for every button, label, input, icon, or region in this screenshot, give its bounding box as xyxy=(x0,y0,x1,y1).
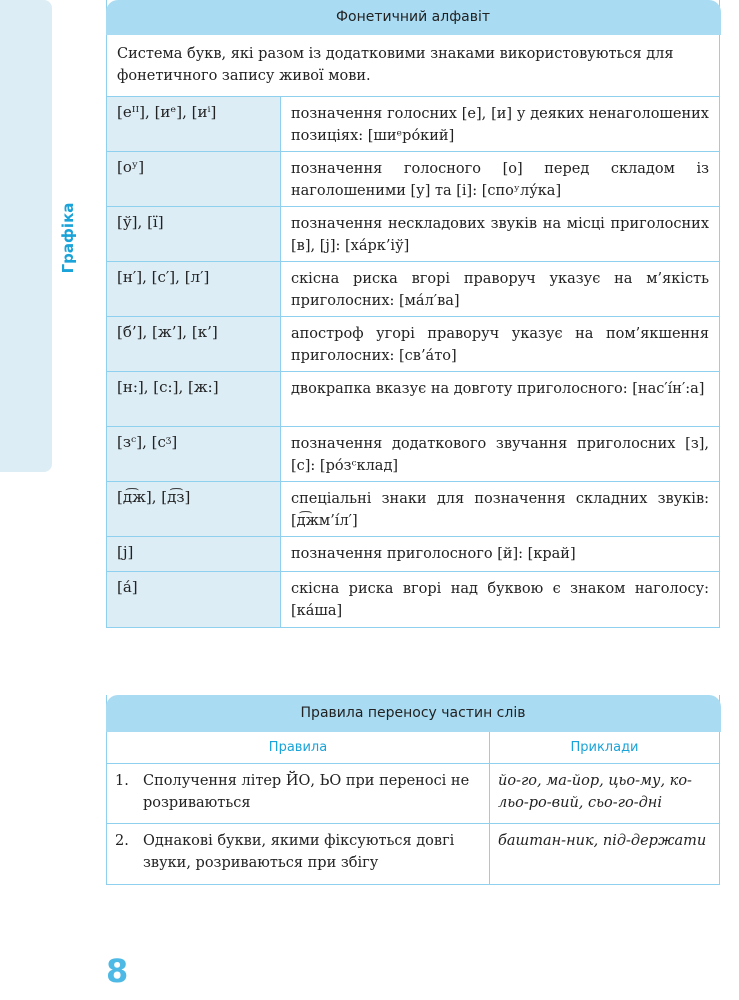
table-row: [д͡ж], [д͡з] спеціальні знаки для позначе… xyxy=(107,482,719,537)
table-intro: Система букв, які разом із додатковими з… xyxy=(107,35,719,97)
table-row: [а́] скісна риска вгорі над буквою є знак… xyxy=(107,572,719,627)
description-cell: позначення голосного [о] перед складом і… xyxy=(291,161,709,199)
symbol-cell: [зᶜ], [сᶾ] xyxy=(107,427,281,481)
symbol-cell: [j] xyxy=(107,537,281,571)
description-cell: позначення голосних [е], [и] у деяких не… xyxy=(291,106,709,144)
symbol-cell: [еᴵᴵ], [иᵉ], [иⁱ] xyxy=(107,97,281,151)
section-side-tab xyxy=(0,0,52,472)
symbol-cell: [а́] xyxy=(107,572,281,627)
column-header-examples: Приклади xyxy=(570,740,639,755)
table-row: [ў], [ї] позначення нескладових звуків на… xyxy=(107,207,719,262)
description-cell: позначення додаткового звучання приголос… xyxy=(291,436,709,474)
table-row: 1. Сполучення літер ЙО, ЬО при переносі н… xyxy=(107,764,719,824)
section-label: Графіка xyxy=(59,202,77,274)
table-row: [оʸ] позначення голосного [о] перед склад… xyxy=(107,152,719,207)
table-row: [н′], [с′], [л′] скісна риска вгорі право… xyxy=(107,262,719,317)
table-row: [зᶜ], [сᶾ] позначення додаткового звучанн… xyxy=(107,427,719,482)
symbol-cell: [н′], [с′], [л′] xyxy=(107,262,281,316)
description-cell: апостроф угорі праворуч указує на пом’як… xyxy=(291,326,709,364)
rule-text: Однакові букви, якими фіксуються довгі з… xyxy=(143,833,455,871)
column-header-rules: Правила xyxy=(107,732,490,763)
rule-text: Сполучення літер ЙО, ЬО при переносі не … xyxy=(143,773,470,811)
example-cell: баштан-ник, під-держати xyxy=(498,833,707,849)
description-cell: позначення приголосного [й]: [край] xyxy=(291,546,576,562)
phonetic-alphabet-table: Фонетичний алфавіт Система букв, які раз… xyxy=(105,0,721,628)
symbol-cell: [б’], [ж’], [к’] xyxy=(107,317,281,371)
table-row: 2. Однакові букви, якими фіксуються довгі… xyxy=(107,824,719,884)
description-cell: скісна риска вгорі праворуч указує на м’… xyxy=(291,271,709,309)
column-headers: Правила Приклади xyxy=(107,732,719,764)
table-row: [еᴵᴵ], [иᵉ], [иⁱ] позначення голосних [е]… xyxy=(107,97,719,152)
table-row: [н:], [с:], [ж:] двокрапка вказує на довг… xyxy=(107,372,719,427)
symbol-cell: [оʸ] xyxy=(107,152,281,206)
description-cell: спеціальні знаки для позначення складних… xyxy=(291,491,709,529)
description-cell: позначення нескладових звуків на місці п… xyxy=(291,216,709,254)
rule-cell: 1. Сполучення літер ЙО, ЬО при переносі н… xyxy=(107,764,490,823)
symbol-cell: [д͡ж], [д͡з] xyxy=(107,482,281,536)
rule-number: 2. xyxy=(115,833,129,849)
example-cell: йо-го, ма-йор, цьо-му, ко-льо-ро-вий, сь… xyxy=(498,773,692,811)
page-number: 8 xyxy=(106,952,129,990)
table-row: [j] позначення приголосного [й]: [край] xyxy=(107,537,719,572)
description-cell: двокрапка вказує на довготу приголосного… xyxy=(291,381,705,397)
table-title: Фонетичний алфавіт xyxy=(105,0,721,35)
table-title: Правила переносу частин слів xyxy=(105,695,721,732)
rule-number: 1. xyxy=(115,773,129,789)
symbol-cell: [ў], [ї] xyxy=(107,207,281,261)
hyphenation-table: Правила переносу частин слів Правила При… xyxy=(105,695,721,885)
symbol-cell: [н:], [с:], [ж:] xyxy=(107,372,281,426)
rule-cell: 2. Однакові букви, якими фіксуються довгі… xyxy=(107,824,490,884)
table-row: [б’], [ж’], [к’] апостроф угорі праворуч … xyxy=(107,317,719,372)
description-cell: скісна риска вгорі над буквою є знаком н… xyxy=(291,581,709,619)
